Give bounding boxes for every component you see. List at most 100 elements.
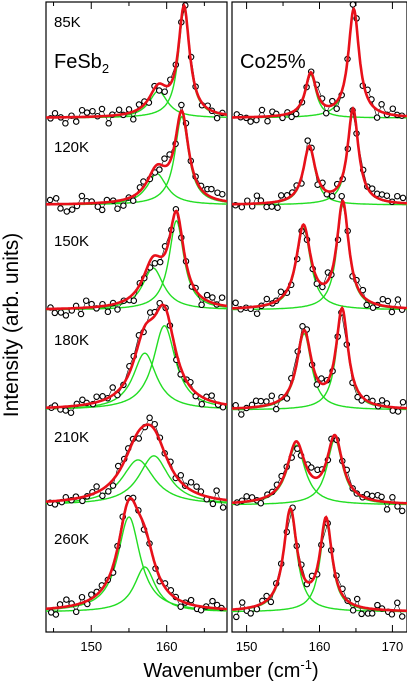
spectrum-150K: 150K (46, 206, 228, 319)
data-point (109, 384, 116, 391)
data-point (257, 499, 265, 507)
data-point (129, 197, 137, 204)
total-fit (46, 109, 228, 206)
data-point (378, 101, 385, 108)
data-point (313, 381, 321, 388)
spectrum-85K: 85K (46, 2, 228, 127)
data-point (63, 208, 71, 215)
data-point (267, 598, 275, 606)
component-fit-2 (232, 521, 407, 613)
temperature-label: 180K (54, 332, 89, 349)
data-point (264, 117, 271, 125)
data-point (383, 506, 391, 513)
data-point (398, 613, 406, 620)
data-point (304, 137, 311, 144)
x-tick-label: 160 (156, 639, 178, 654)
data-point (52, 611, 60, 618)
data-point (51, 110, 59, 117)
panel-2: 150 160 170 Co25% (231, 1, 407, 654)
data-point (177, 603, 184, 610)
x-axis-label: Wavenumber (cm-1) (143, 657, 318, 682)
data-line (51, 497, 222, 615)
data-point (156, 166, 163, 173)
data-point (78, 192, 86, 200)
data-point (268, 203, 276, 210)
data-point (318, 375, 325, 382)
data-point (130, 116, 137, 123)
data-point (322, 109, 330, 117)
total-fit (232, 106, 407, 206)
data-point (233, 613, 240, 621)
x-axis-label-sup: -1 (300, 657, 312, 672)
data-point (368, 492, 376, 500)
total-fit (45, 423, 228, 503)
data-point (247, 610, 254, 617)
sample-label: FeSb2 (54, 51, 109, 76)
data-point (57, 205, 64, 212)
data-point (161, 155, 168, 162)
spectrum-180K: 180K (46, 299, 228, 416)
total-fit (231, 433, 407, 505)
total-fit (232, 506, 407, 613)
data-point (213, 114, 221, 122)
data-point (156, 258, 164, 266)
data-point (258, 106, 266, 114)
data-point (257, 397, 265, 405)
data-point (394, 408, 402, 415)
spectrum-210K: 210K (45, 414, 228, 511)
spectrum-180K (231, 305, 407, 418)
data-point (308, 464, 315, 471)
component-fit-1 (46, 459, 227, 504)
data-point (178, 101, 185, 109)
data-point (354, 393, 361, 401)
data-point (203, 291, 211, 299)
data-point (388, 611, 396, 618)
data-point (394, 192, 401, 200)
data-point (99, 492, 106, 500)
data-point (120, 202, 127, 209)
data-point (299, 323, 306, 330)
total-fit (232, 198, 407, 310)
x-tick-label: 150 (80, 639, 102, 654)
x-tick-label: 160 (309, 639, 331, 654)
data-point (62, 120, 69, 127)
data-point (368, 185, 376, 192)
x-tick-label: 150 (236, 639, 258, 654)
data-point (78, 106, 86, 114)
data-point (209, 597, 216, 605)
data-point (263, 203, 270, 211)
data-point (135, 435, 143, 442)
data-point (378, 493, 385, 501)
data-point (161, 88, 168, 95)
total-fit (232, 6, 407, 119)
total-fit (231, 305, 407, 410)
data-point (283, 395, 291, 402)
spectrum-260K (232, 504, 407, 621)
data-point (399, 194, 407, 202)
data-point (243, 493, 250, 500)
data-point (274, 204, 281, 211)
spectrum-120K: 120K (46, 101, 228, 215)
data-point (72, 608, 80, 616)
sample-label: Co25% (240, 51, 306, 73)
data-point (208, 185, 215, 193)
data-point (198, 400, 206, 408)
data-point (79, 497, 86, 505)
data-point (238, 411, 245, 418)
data-point (319, 283, 326, 291)
data-point (63, 596, 70, 603)
data-point (177, 472, 185, 479)
data-point (109, 482, 117, 489)
data-point (68, 206, 76, 213)
data-point (78, 593, 86, 601)
data-point (349, 1, 357, 8)
x-axis-label-close: ) (312, 660, 319, 682)
temperature-label: 120K (54, 139, 89, 156)
data-point (277, 288, 285, 296)
data-point (313, 280, 321, 287)
data-point (219, 190, 226, 198)
spectrum-120K (232, 106, 407, 211)
data-point (83, 109, 91, 116)
component-fit-2 (45, 455, 228, 505)
data-point (105, 488, 112, 495)
